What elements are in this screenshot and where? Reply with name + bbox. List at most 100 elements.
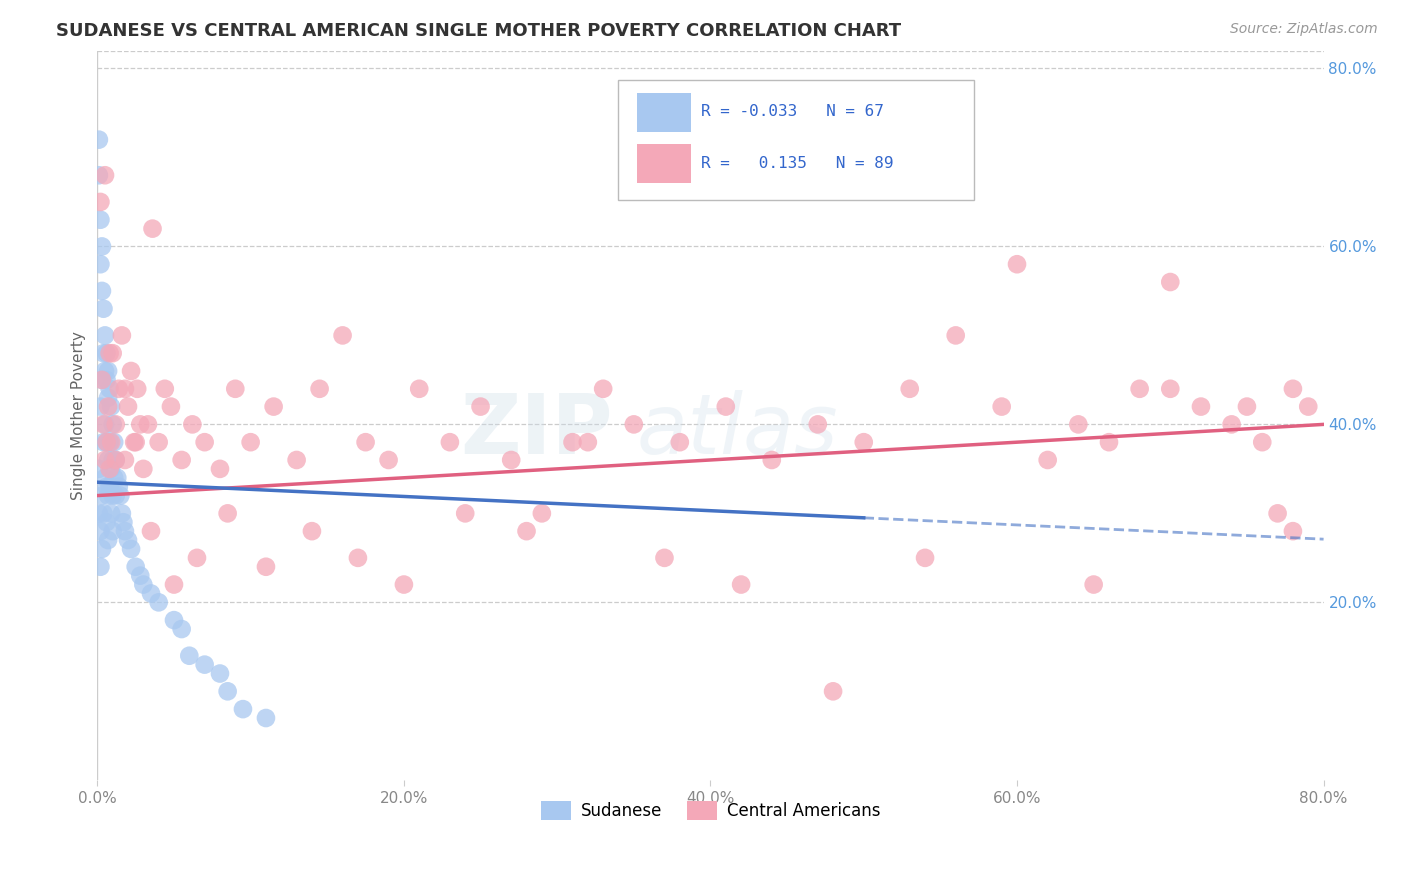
- Point: [122, 435, 145, 450]
- Point: [120, 541, 142, 556]
- Point: [117, 533, 139, 547]
- Point: [91, 284, 114, 298]
- Point: [254, 559, 277, 574]
- Point: [439, 435, 461, 450]
- Point: [308, 382, 330, 396]
- Point: [160, 400, 183, 414]
- Point: [1189, 400, 1212, 414]
- Point: [87, 168, 110, 182]
- Point: [1159, 275, 1181, 289]
- Point: [561, 435, 583, 450]
- Point: [332, 328, 354, 343]
- Point: [94, 453, 117, 467]
- Point: [97, 391, 120, 405]
- Point: [127, 382, 149, 396]
- Point: [132, 462, 155, 476]
- Point: [945, 328, 967, 343]
- Point: [96, 480, 118, 494]
- Point: [208, 462, 231, 476]
- Point: [101, 417, 124, 432]
- Point: [163, 577, 186, 591]
- Point: [501, 453, 523, 467]
- Point: [576, 435, 599, 450]
- Point: [1282, 382, 1305, 396]
- Point: [224, 382, 246, 396]
- Point: [114, 453, 136, 467]
- Point: [87, 462, 110, 476]
- Point: [148, 595, 170, 609]
- Point: [120, 364, 142, 378]
- Point: [91, 489, 114, 503]
- Point: [623, 417, 645, 432]
- Point: [301, 524, 323, 538]
- Point: [186, 550, 208, 565]
- Point: [103, 471, 125, 485]
- Point: [111, 328, 134, 343]
- Point: [1296, 400, 1319, 414]
- Point: [1129, 382, 1152, 396]
- Point: [654, 550, 676, 565]
- Legend: Sudanese, Central Americans: Sudanese, Central Americans: [534, 794, 887, 827]
- Point: [515, 524, 537, 538]
- Point: [179, 648, 201, 663]
- FancyBboxPatch shape: [619, 80, 974, 200]
- Point: [87, 133, 110, 147]
- Point: [408, 382, 430, 396]
- Point: [96, 373, 118, 387]
- Point: [98, 346, 121, 360]
- Point: [104, 453, 127, 467]
- Point: [1220, 417, 1243, 432]
- Point: [354, 435, 377, 450]
- Point: [807, 417, 830, 432]
- Point: [347, 550, 370, 565]
- Point: [124, 559, 146, 574]
- Point: [94, 328, 117, 343]
- Point: [990, 400, 1012, 414]
- Point: [181, 417, 204, 432]
- Point: [105, 471, 128, 485]
- Point: [761, 453, 783, 467]
- Point: [100, 435, 122, 450]
- Text: R =   0.135   N = 89: R = 0.135 N = 89: [700, 156, 893, 171]
- Point: [94, 471, 117, 485]
- Point: [104, 453, 127, 467]
- Point: [1282, 524, 1305, 538]
- Point: [97, 533, 120, 547]
- Point: [89, 212, 111, 227]
- Point: [97, 400, 120, 414]
- Point: [1036, 453, 1059, 467]
- Point: [89, 400, 111, 414]
- Point: [285, 453, 308, 467]
- Point: [112, 515, 135, 529]
- Point: [470, 400, 492, 414]
- Point: [1251, 435, 1274, 450]
- Point: [93, 435, 115, 450]
- Point: [114, 524, 136, 538]
- Point: [530, 507, 553, 521]
- Point: [239, 435, 262, 450]
- Text: Source: ZipAtlas.com: Source: ZipAtlas.com: [1230, 22, 1378, 37]
- Point: [129, 417, 152, 432]
- Point: [104, 489, 127, 503]
- Y-axis label: Single Mother Poverty: Single Mother Poverty: [72, 331, 86, 500]
- Point: [110, 489, 132, 503]
- Point: [94, 364, 117, 378]
- Point: [129, 568, 152, 582]
- Point: [98, 435, 121, 450]
- Text: R = -0.033   N = 67: R = -0.033 N = 67: [700, 103, 883, 119]
- Point: [96, 346, 118, 360]
- Point: [392, 577, 415, 591]
- Point: [101, 453, 124, 467]
- Point: [100, 400, 122, 414]
- Point: [148, 435, 170, 450]
- Point: [217, 507, 239, 521]
- Point: [136, 417, 159, 432]
- Point: [153, 382, 176, 396]
- Point: [93, 417, 115, 432]
- Point: [100, 507, 122, 521]
- Point: [93, 507, 115, 521]
- Point: [98, 480, 121, 494]
- Point: [170, 453, 193, 467]
- Point: [823, 684, 845, 698]
- Point: [91, 373, 114, 387]
